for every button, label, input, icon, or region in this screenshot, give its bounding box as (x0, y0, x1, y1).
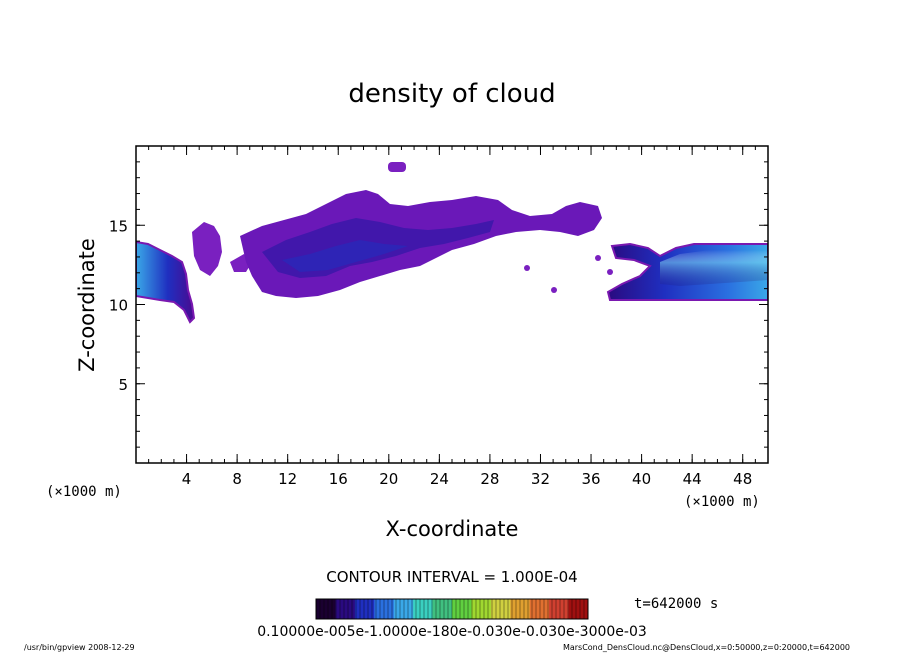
y-axis-ticks: 5 10 15 (109, 161, 768, 448)
cloud-dot-2 (551, 287, 557, 293)
x-tick-label: 16 (329, 470, 348, 488)
cloud-dot-4 (607, 269, 613, 275)
y-tick-label: 5 (118, 376, 128, 394)
y-tick-label: 15 (109, 217, 128, 235)
x-tick-label: 20 (379, 470, 398, 488)
colorbar (315, 599, 589, 619)
cloud-dot-3 (595, 255, 601, 261)
colorbar-segment (452, 599, 472, 619)
cloud-region-small-1 (192, 222, 222, 276)
x-tick-label: 40 (632, 470, 651, 488)
footer-right: MarsCond_DensCloud.nc@DensCloud,x=0:5000… (563, 643, 850, 652)
x-tick-label: 28 (480, 470, 499, 488)
time-label: t=642000 s (634, 596, 718, 612)
plot-frame (135, 145, 769, 464)
colorbar-segment (316, 599, 336, 619)
y-tick-label: 10 (109, 297, 128, 315)
x-tick-label: 12 (278, 470, 297, 488)
cloud-region-left (136, 240, 196, 324)
x-axis-unit-left: (×1000 m) (46, 484, 122, 500)
x-axis-ticks: 4 8 12 16 20 24 28 32 36 40 44 48 (148, 146, 756, 488)
contour-interval: CONTOUR INTERVAL = 1.000E-04 (326, 568, 577, 586)
colorbar-frame (315, 598, 589, 620)
x-tick-label: 8 (232, 470, 242, 488)
cloud-field (136, 162, 768, 324)
x-tick-label: 44 (683, 470, 702, 488)
chart-title: density of cloud (348, 79, 555, 109)
colorbar-segment (471, 599, 492, 619)
x-tick-label: 36 (581, 470, 600, 488)
x-axis-label: X-coordinate (386, 517, 519, 541)
x-tick-label: 48 (733, 470, 752, 488)
colorbar-segment (568, 599, 589, 619)
colorbar-labels: 0.10000e-005e-1.0000e-180e-0.030e-0.030e… (257, 624, 647, 640)
colorbar-segment (432, 599, 453, 619)
colorbar-segment (335, 599, 356, 619)
cloud-region-top (388, 162, 406, 172)
x-axis-unit-right: (×1000 m) (684, 494, 760, 510)
x-tick-label: 4 (182, 470, 192, 488)
cloud-dot-1 (524, 265, 530, 271)
x-tick-label: 24 (430, 470, 449, 488)
y-axis-label: Z-coordinate (75, 238, 99, 372)
x-tick-label: 32 (531, 470, 550, 488)
cloud-region-core-2 (282, 240, 408, 272)
cloud-region-right-highlight (660, 250, 768, 286)
footer-left: /usr/bin/gpview 2008-12-29 (24, 643, 135, 652)
